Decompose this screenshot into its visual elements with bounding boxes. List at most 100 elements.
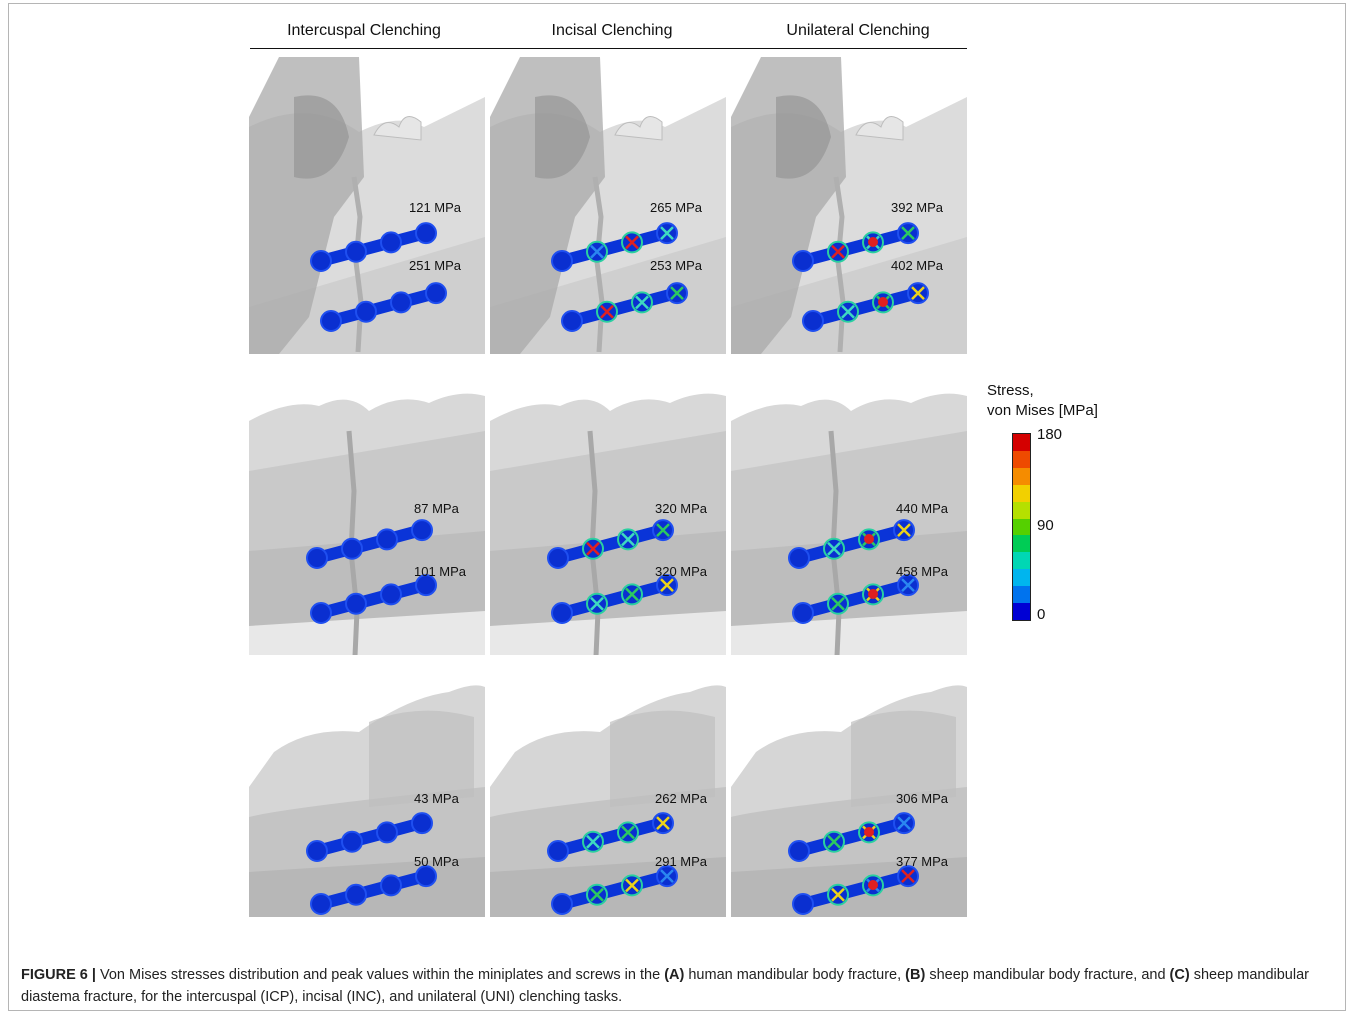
screw-hole <box>341 830 363 853</box>
screw-hole <box>788 840 810 862</box>
peak-stress-label: 402 MPa <box>891 258 944 273</box>
colorbar-step <box>1013 552 1030 570</box>
colorbar-step <box>1013 569 1030 587</box>
screw-hole <box>345 592 367 615</box>
peak-stress-label: 121 MPa <box>409 200 462 215</box>
screw-hole <box>380 231 402 254</box>
colorbar-step <box>1013 535 1030 553</box>
screw-hole <box>411 812 433 835</box>
screw-hole <box>376 821 398 844</box>
miniplate-1 <box>547 519 674 569</box>
peak-stress-label: 458 MPa <box>896 564 949 579</box>
screw-hole <box>390 291 412 314</box>
caption-label: FIGURE 6 | <box>21 967 96 983</box>
panel-c-1: 43 MPa 50 MPa <box>249 677 485 917</box>
colorbar-step <box>1013 434 1030 451</box>
screw-hole <box>802 310 824 332</box>
column-header-incisal: Incisal Clenching <box>551 22 673 39</box>
miniplate-1 <box>551 222 678 272</box>
screw-hole <box>380 583 402 606</box>
miniplate-1 <box>792 222 919 272</box>
screw-hole <box>380 874 402 897</box>
header-rule <box>250 48 967 49</box>
panel-b-1: 87 MPa 101 MPa <box>249 371 485 655</box>
legend-mid-label: 90 <box>1037 517 1054 534</box>
screw-hole <box>345 240 367 263</box>
screw-hole <box>411 519 433 542</box>
caption-ref-c: (C) <box>1169 967 1190 983</box>
caption-text-2: human mandibular body fracture, <box>684 967 906 983</box>
miniplate-2 <box>320 282 447 332</box>
peak-stress-label: 440 MPa <box>896 501 949 516</box>
colorbar-step <box>1013 586 1030 604</box>
screw-hole <box>310 250 332 272</box>
legend-colorbar <box>1012 433 1031 621</box>
miniplate-2 <box>561 282 688 332</box>
screw-hole <box>415 865 437 888</box>
screw-hole <box>345 883 367 906</box>
miniplate-2 <box>310 865 437 915</box>
miniplate-1 <box>788 812 915 862</box>
screw-hole <box>551 893 573 915</box>
miniplate-1 <box>306 519 433 569</box>
panel-a-1: 121 MPa 251 MPa <box>249 57 485 354</box>
peak-stress-label: 320 MPa <box>655 501 708 516</box>
legend-max-label: 180 <box>1037 426 1063 443</box>
peak-stress-label: 291 MPa <box>655 854 708 869</box>
miniplate-1 <box>788 519 915 569</box>
screw-hole <box>310 893 332 915</box>
miniplate-1 <box>547 812 674 862</box>
screw-hole <box>561 310 583 332</box>
peak-stress-label: 43 MPa <box>414 791 460 806</box>
screw-hole <box>551 250 573 272</box>
panel-a-2: 265 MPa 253 MPa <box>490 57 726 354</box>
figure-caption: FIGURE 6 | Von Mises stresses distributi… <box>21 964 1331 1008</box>
screw-hole <box>792 250 814 272</box>
peak-stress-label: 101 MPa <box>414 564 467 579</box>
colorbar-step <box>1013 518 1030 536</box>
peak-stress-label: 320 MPa <box>655 564 708 579</box>
miniplate-2 <box>802 282 929 332</box>
panel-c-2: 262 MPa 291 MPa <box>490 677 726 917</box>
colorbar-step <box>1013 484 1030 502</box>
peak-stress-label: 377 MPa <box>896 854 949 869</box>
column-header-unilateral: Unilateral Clenching <box>786 22 930 39</box>
panel-b-2: 320 MPa 320 MPa <box>490 371 726 655</box>
caption-text-4: sheep mandibular diastema fracture, for … <box>21 967 1309 1005</box>
screw-hole <box>425 282 447 305</box>
legend-title-line1: Stress, <box>987 382 1034 399</box>
legend-title-line2: von Mises [MPa] <box>987 402 1098 419</box>
panel-c-3: 306 MPa 377 MPa <box>731 677 967 917</box>
screw-hole <box>320 310 342 332</box>
peak-stress-label: 265 MPa <box>650 200 703 215</box>
screw-hole <box>551 602 573 624</box>
miniplate-1 <box>310 222 437 272</box>
miniplate-1 <box>306 812 433 862</box>
screw-hole <box>415 574 437 597</box>
screw-hole <box>415 222 437 245</box>
panel-a-3: 392 MPa 402 MPa <box>731 57 967 354</box>
screw-hole <box>792 602 814 624</box>
colorbar-step <box>1013 603 1030 620</box>
legend-min-label: 0 <box>1037 606 1046 623</box>
caption-ref-a: (A) <box>664 967 685 983</box>
peak-stress-label: 262 MPa <box>655 791 708 806</box>
screw-hole <box>310 602 332 624</box>
miniplate-2 <box>551 574 678 624</box>
miniplate-2 <box>551 865 678 915</box>
screw-hole <box>355 300 377 323</box>
peak-stress-label: 87 MPa <box>414 501 460 516</box>
caption-text-1: Von Mises stresses distribution and peak… <box>95 967 665 983</box>
screw-hole <box>547 547 569 569</box>
peak-stress-label: 50 MPa <box>414 854 460 869</box>
colorbar-step <box>1013 467 1030 485</box>
screw-hole <box>788 547 810 569</box>
colorbar-step <box>1013 501 1030 519</box>
miniplate-2 <box>792 574 919 624</box>
panel-b-3: 440 MPa 458 MPa <box>731 371 967 655</box>
caption-text-3: sheep mandibular body fracture, and <box>925 967 1170 983</box>
miniplate-2 <box>310 574 437 624</box>
screw-hole <box>547 840 569 862</box>
screw-hole <box>341 537 363 560</box>
screw-hole <box>306 840 328 862</box>
